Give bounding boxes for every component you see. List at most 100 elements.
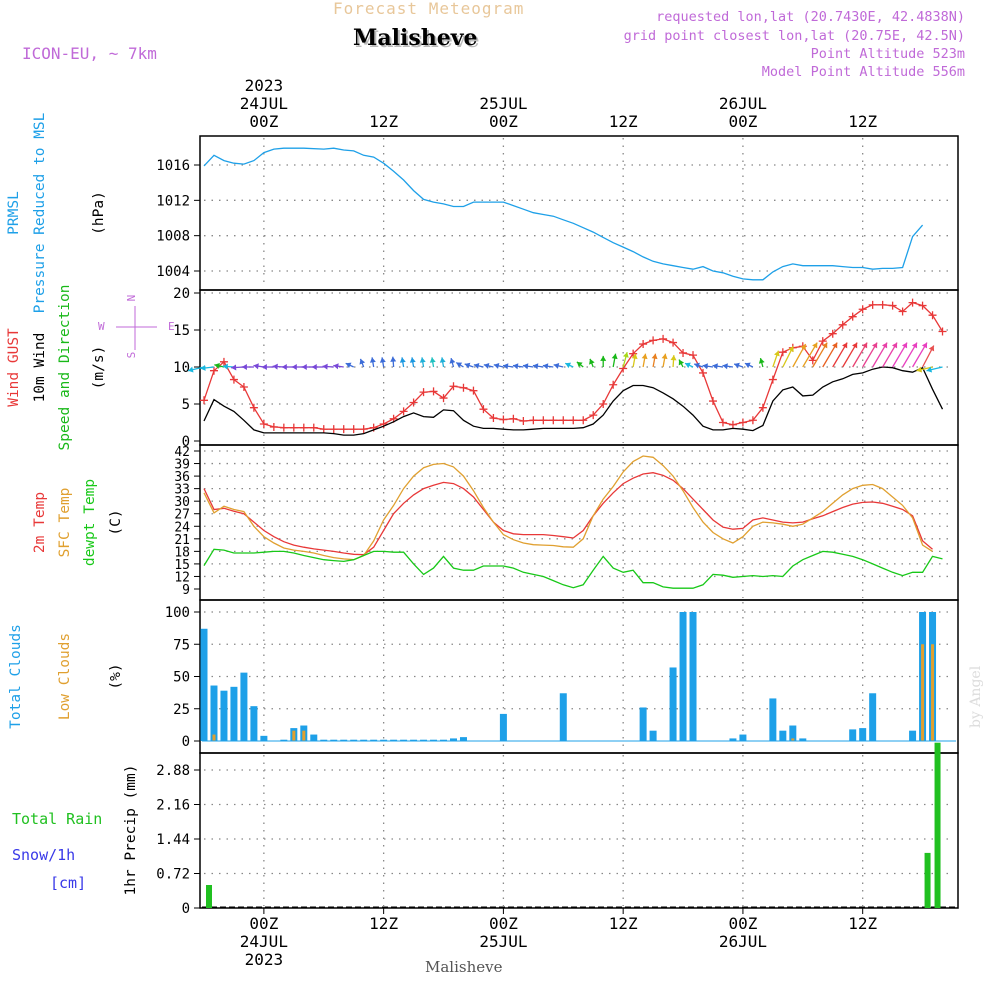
wind-direction-arrow: [493, 362, 504, 369]
wind-direction-arrow: [822, 342, 838, 368]
precip-y-tick-label: 0.72: [156, 867, 190, 883]
wind-direction-arrow: [611, 353, 618, 368]
wind-direction-arrow: [631, 353, 638, 368]
precip-panel-frame: [199, 752, 959, 909]
wind-direction-arrow: [589, 358, 595, 368]
wind-direction-arrow: [439, 357, 446, 368]
total-cloud-bar: [200, 628, 208, 741]
gust-marker: [549, 416, 558, 425]
wind-direction-arrow: [912, 342, 928, 368]
gust-marker: [728, 420, 737, 429]
wind-direction-arrow: [553, 362, 564, 369]
total-cloud-bar: [559, 693, 567, 741]
total-cloud-bar: [220, 690, 228, 741]
gust-marker: [519, 417, 528, 426]
wind-direction-arrow: [369, 357, 376, 368]
gust-marker: [219, 357, 228, 366]
bottom-time-label: 24JUL: [240, 932, 288, 951]
wind-series-label: 10m Wind: [32, 333, 48, 403]
wind-direction-arrow: [758, 357, 765, 368]
temp-unit-label: (C): [108, 509, 124, 535]
gust-marker: [479, 405, 488, 414]
gust-marker: [748, 416, 757, 425]
top-time-label: 2023: [245, 76, 284, 95]
wind-direction-arrow: [379, 357, 386, 368]
total-cloud-bar: [370, 739, 378, 741]
watermark: by Angel: [968, 665, 984, 728]
compass-e-label: E: [168, 320, 175, 333]
gust-marker: [309, 423, 318, 432]
low-cloud-bar: [302, 730, 306, 741]
total-cloud-bar: [360, 739, 368, 741]
footer-location: Malisheve: [425, 958, 503, 976]
precip-unit-label: 1hr Precip (mm): [123, 765, 139, 896]
gust-marker: [758, 403, 767, 412]
wind-direction-arrow: [702, 363, 714, 370]
top-time-label: 00Z: [728, 112, 757, 131]
temp-y-tick-label: 39: [174, 458, 190, 473]
gust-marker: [429, 387, 438, 396]
bottom-time-label: 00Z: [728, 914, 757, 933]
wind-direction-arrow: [712, 363, 724, 370]
wind-unit-label: (m/s): [91, 346, 107, 390]
total-cloud-bar: [459, 737, 467, 741]
temp-y-tick-label: 24: [174, 520, 190, 535]
wind-direction-arrow: [678, 359, 685, 368]
precip-y-tick-label: 2.88: [156, 763, 190, 779]
wind-direction-arrow: [200, 364, 215, 371]
compass-n-label: N: [125, 295, 138, 302]
wind-direction-arrow: [473, 362, 484, 369]
gust-marker: [888, 301, 897, 310]
wind-direction-arrow: [812, 342, 828, 368]
total-cloud-bar: [240, 672, 248, 741]
wind-direction-arrow: [464, 362, 474, 369]
clouds-unit-label: (%): [108, 663, 124, 689]
gust-marker: [768, 375, 777, 384]
temp-dew-line: [203, 548, 943, 589]
precip-snow-label: Snow/1h: [12, 846, 75, 864]
gust-marker: [908, 298, 917, 307]
wind-direction-arrow: [502, 363, 514, 370]
wind-direction-arrow: [882, 342, 898, 368]
total-cloud-bar: [869, 693, 877, 741]
bottom-time-label: 12Z: [369, 914, 398, 933]
gust-marker: [539, 416, 548, 425]
temp-series-label: 2m Temp: [32, 492, 48, 553]
grid-point-coords: grid point closest lon,lat (20.75E, 42.5…: [623, 28, 965, 44]
gust-marker: [299, 423, 308, 432]
total-cloud-bar: [390, 739, 398, 741]
point-altitude: Point Altitude 523m: [810, 46, 965, 62]
gust-marker: [848, 312, 857, 321]
total-cloud-bar: [440, 739, 448, 741]
total-cloud-bar: [420, 739, 428, 741]
bottom-time-label: 26JUL: [719, 932, 767, 951]
gust-marker: [469, 386, 478, 395]
gust-marker: [649, 336, 658, 345]
gust-marker: [679, 348, 688, 357]
gust-marker: [279, 423, 288, 432]
low-cloud-bar: [921, 644, 925, 741]
total-cloud-bar: [729, 738, 737, 741]
gust-marker: [808, 356, 817, 365]
wind-direction-arrow: [926, 366, 943, 373]
total-cloud-bar: [909, 730, 917, 741]
wind-direction-arrow: [222, 363, 234, 370]
wind-direction-arrow: [522, 363, 534, 370]
wind-direction-arrow: [455, 362, 464, 368]
gust-marker: [718, 418, 727, 427]
gust-marker: [359, 425, 368, 434]
temp-y-tick-label: 21: [174, 533, 190, 548]
total-cloud-bar: [310, 734, 318, 741]
gust-marker: [229, 375, 238, 384]
gust-marker: [509, 414, 518, 423]
wind-direction-arrow: [390, 356, 397, 368]
wind-y-tick-label: 15: [173, 323, 190, 339]
clouds-y-tick-label: 25: [173, 702, 190, 718]
wind-y-tick-label: 20: [173, 286, 190, 302]
wind-direction-arrow: [261, 364, 274, 370]
wind-direction-arrow: [542, 363, 554, 370]
gust-marker: [579, 416, 588, 425]
gust-marker: [629, 349, 638, 358]
wind-y-tick-label: 10: [173, 360, 190, 376]
total-cloud-bar: [210, 685, 218, 741]
